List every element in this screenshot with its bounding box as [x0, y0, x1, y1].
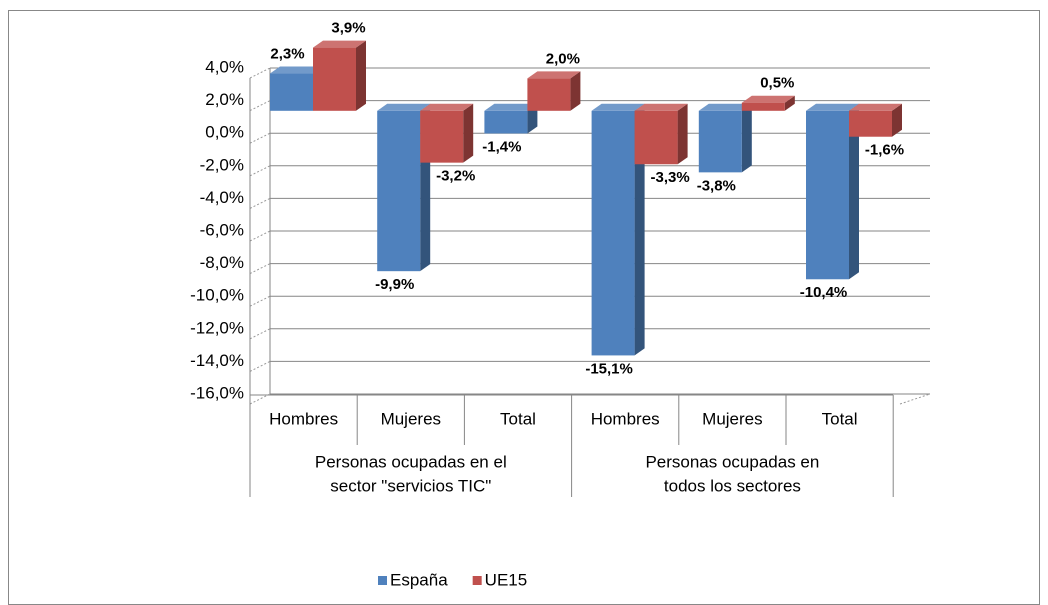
bar-side [527, 103, 538, 134]
bar-front [698, 110, 742, 173]
bar-front [313, 47, 356, 111]
bar-side [356, 40, 366, 111]
value-label: 2,3% [270, 46, 304, 63]
bar [806, 103, 859, 280]
bar-side [784, 95, 795, 111]
bar-top [698, 103, 752, 111]
value-label: -3,2% [436, 168, 475, 185]
bar [849, 103, 902, 137]
bar-front [270, 73, 313, 111]
bar-front [849, 110, 892, 137]
group-label: todos los sectores [664, 476, 801, 495]
bar-top [420, 103, 474, 111]
y-tick-label: -4,0% [200, 188, 244, 207]
y-tick-label: -16,0% [190, 383, 244, 402]
legend-label: España [390, 570, 448, 589]
bar-top [806, 103, 859, 111]
bar-side [463, 103, 474, 163]
bar [698, 103, 752, 173]
x-tick-label: Hombres [269, 409, 338, 428]
bar-side [634, 103, 645, 356]
bar-top [270, 66, 323, 74]
bar-top [849, 103, 902, 111]
group-label: sector "servicios TIC" [330, 476, 491, 495]
legend-label: UE15 [485, 570, 528, 589]
bar-side [741, 103, 752, 173]
bar-front [377, 110, 421, 272]
bar-front [634, 110, 678, 165]
bar-front [420, 110, 464, 163]
x-tick-label: Total [822, 409, 858, 428]
y-tick-label: -6,0% [200, 220, 244, 239]
y-tick-label: -2,0% [200, 155, 244, 174]
value-label: -3,8% [697, 177, 736, 194]
bar-side [892, 103, 902, 137]
bar-front [527, 78, 571, 111]
y-tick-label: 0,0% [205, 123, 244, 142]
chart-border [8, 10, 1040, 605]
y-tick-label: -8,0% [200, 253, 244, 272]
x-tick-label: Total [500, 409, 536, 428]
bar-front [741, 102, 785, 111]
bar [527, 71, 581, 111]
y-tick-label: 4,0% [205, 57, 244, 76]
bar [634, 103, 688, 165]
group-label: Personas ocupadas en [645, 452, 819, 471]
x-tick-label: Mujeres [381, 409, 441, 428]
value-label: -9,9% [375, 276, 414, 293]
value-label: -10,4% [800, 284, 848, 301]
value-label: -1,4% [482, 138, 521, 155]
bar-side [570, 71, 581, 111]
group-label: Personas ocupadas en el [315, 452, 507, 471]
value-label: -1,6% [865, 142, 904, 159]
bar-top [634, 103, 688, 111]
bar-side [849, 103, 859, 280]
bar [484, 103, 538, 134]
bar [420, 103, 474, 163]
bar-side [677, 103, 688, 165]
bar [377, 103, 431, 272]
bar-top [741, 95, 795, 103]
bar-top [591, 103, 645, 111]
bar-top [527, 71, 581, 79]
bar-top [484, 103, 538, 111]
value-label: 3,9% [331, 20, 365, 37]
y-tick-label: -12,0% [190, 318, 244, 337]
bar-front [806, 110, 849, 280]
value-label: -15,1% [585, 360, 633, 377]
bar-top [377, 103, 431, 111]
x-tick-label: Hombres [591, 409, 660, 428]
y-tick-label: -10,0% [190, 286, 244, 305]
value-label: 2,0% [546, 50, 580, 67]
bar [741, 95, 795, 111]
bar [313, 40, 366, 111]
x-tick-label: Mujeres [702, 409, 762, 428]
floor-edge [899, 393, 931, 405]
bar-front [591, 110, 635, 356]
bar-front [484, 110, 528, 134]
legend-swatch [378, 576, 387, 585]
y-tick-label: 2,0% [205, 90, 244, 109]
bar-top [313, 40, 366, 48]
value-label: -3,3% [651, 169, 690, 186]
value-label: 0,5% [760, 75, 794, 92]
legend-swatch [472, 576, 482, 585]
bar [591, 103, 645, 356]
y-tick-label: -14,0% [190, 351, 244, 370]
